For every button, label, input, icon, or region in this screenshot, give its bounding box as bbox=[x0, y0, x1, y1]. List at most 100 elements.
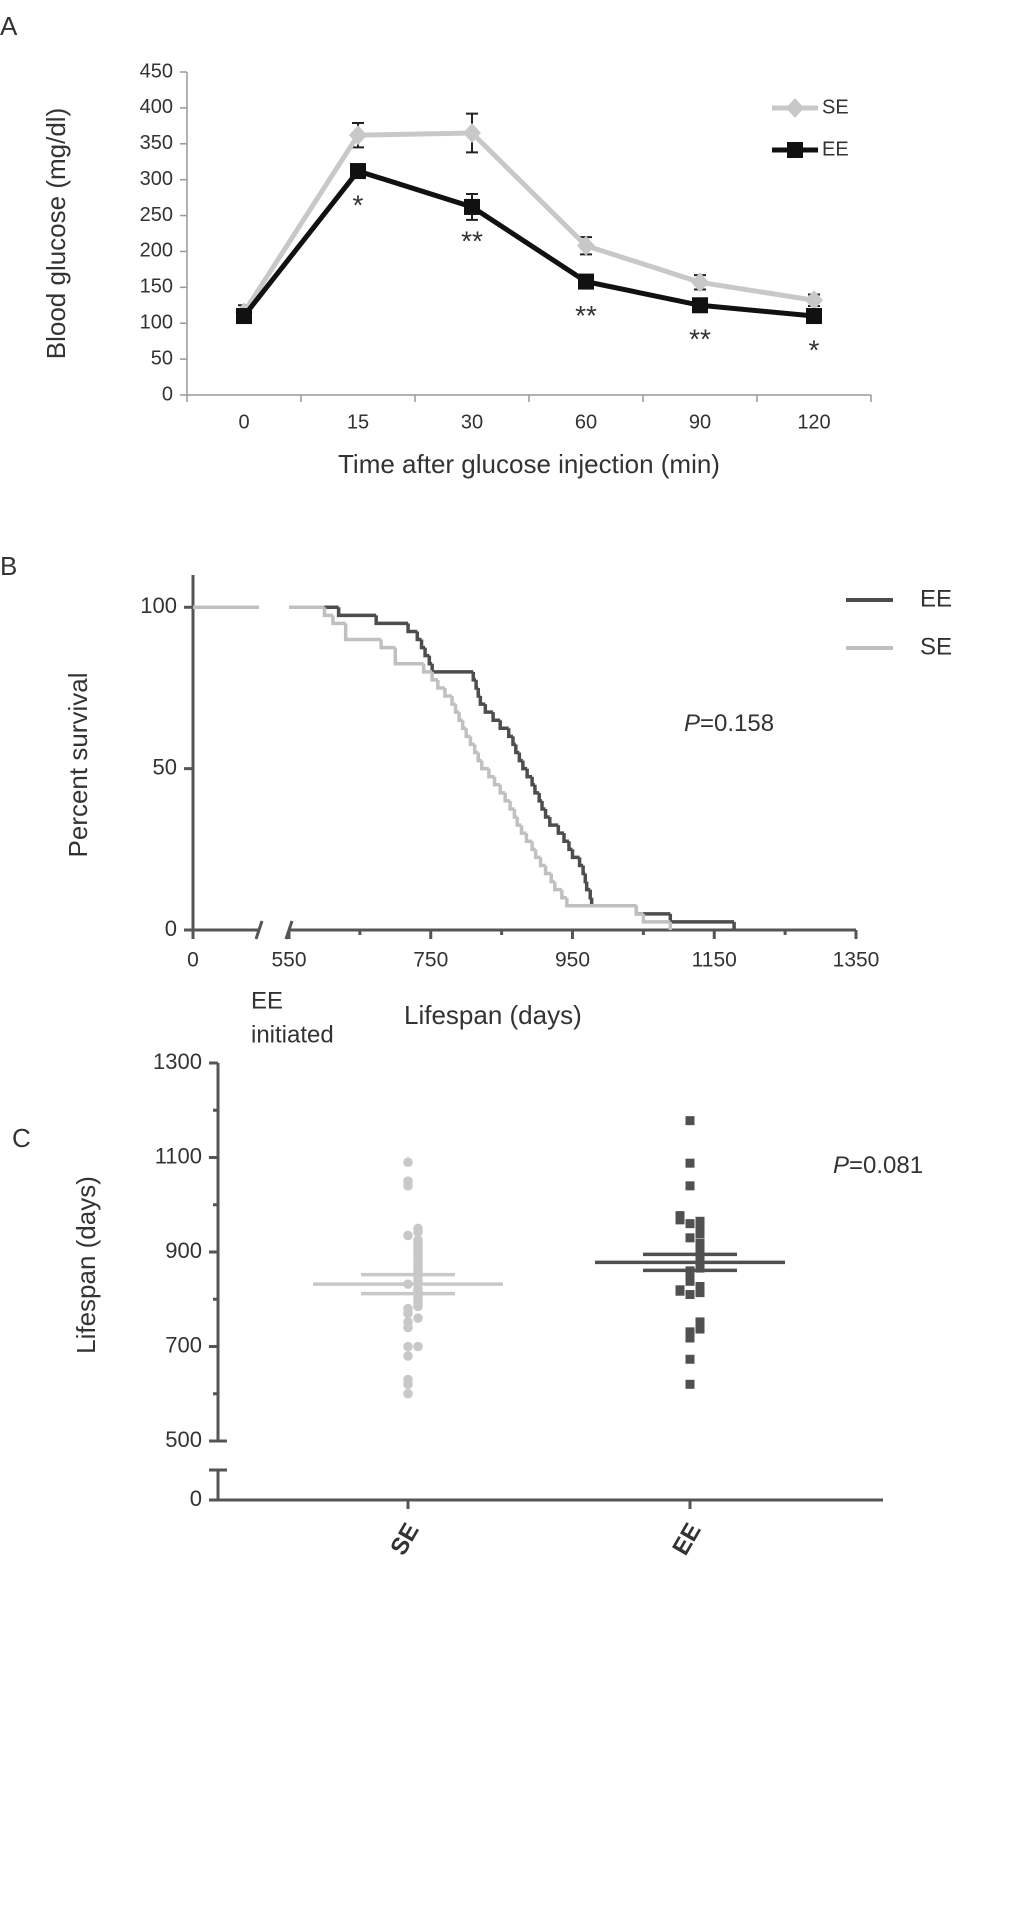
significance: ** bbox=[689, 324, 711, 355]
x-tick-label: 15 bbox=[347, 411, 369, 433]
survival-step bbox=[443, 687, 453, 698]
survival-step bbox=[471, 671, 477, 682]
survival-step bbox=[514, 744, 520, 755]
survival-step bbox=[430, 663, 474, 674]
data-point bbox=[403, 1157, 413, 1168]
y-tick-label: 200 bbox=[140, 240, 173, 262]
data-point bbox=[403, 1317, 413, 1327]
marker bbox=[805, 290, 823, 311]
y-tick-label: 1100 bbox=[155, 1143, 202, 1168]
survival-step bbox=[406, 623, 418, 634]
survival-step bbox=[560, 889, 567, 900]
survival-step bbox=[515, 817, 522, 827]
significance: * bbox=[353, 189, 364, 220]
data-point bbox=[685, 1276, 695, 1286]
data-point bbox=[685, 1181, 695, 1191]
survival-step bbox=[379, 639, 396, 650]
x-axis-label: Lifespan (days) bbox=[404, 1000, 582, 1030]
data-point bbox=[695, 1223, 705, 1233]
survival-step bbox=[634, 905, 644, 916]
data-point bbox=[685, 1379, 695, 1389]
survival-step bbox=[525, 768, 533, 779]
survival-step bbox=[519, 825, 527, 835]
marker bbox=[578, 273, 594, 290]
survival-step bbox=[476, 687, 481, 698]
survival-step bbox=[641, 913, 671, 924]
survival-step bbox=[436, 679, 445, 690]
x-axis-label: Time after glucose injection (min) bbox=[338, 449, 720, 479]
survival-step bbox=[543, 865, 552, 876]
data-point bbox=[403, 1230, 413, 1241]
data-point bbox=[695, 1216, 705, 1226]
y-tick-label: 150 bbox=[140, 276, 173, 298]
data-point bbox=[403, 1374, 413, 1385]
y-tick-label: 300 bbox=[140, 168, 173, 190]
p-value: P=0.081 bbox=[833, 1152, 923, 1179]
survival-step bbox=[336, 607, 377, 618]
survival-step bbox=[427, 655, 433, 666]
survival-step bbox=[584, 881, 591, 892]
axis-break bbox=[254, 920, 264, 940]
survival-step bbox=[474, 679, 479, 690]
survival-step bbox=[468, 736, 475, 747]
survival-step bbox=[480, 760, 489, 771]
y-tick-label: 500 bbox=[165, 1427, 202, 1452]
y-tick-label: 450 bbox=[140, 60, 173, 82]
data-point bbox=[685, 1333, 695, 1343]
survival-step bbox=[521, 760, 528, 771]
x-tick-label: 1350 bbox=[833, 949, 880, 972]
data-point bbox=[685, 1219, 695, 1229]
y-tick-label: 50 bbox=[151, 347, 173, 369]
data-point bbox=[695, 1317, 705, 1327]
data-point bbox=[413, 1341, 423, 1352]
data-point bbox=[675, 1211, 685, 1221]
survival-step bbox=[512, 808, 518, 819]
survival-step bbox=[430, 671, 438, 682]
survival-step bbox=[464, 728, 471, 739]
x-tick-label: 30 bbox=[461, 411, 483, 433]
x-tick-label: 550 bbox=[271, 949, 306, 972]
y-axis-label: Blood glucose (mg/dl) bbox=[41, 108, 71, 359]
data-point bbox=[403, 1176, 413, 1186]
significance: ** bbox=[461, 225, 483, 256]
marker bbox=[692, 297, 708, 314]
survival-step bbox=[548, 817, 559, 827]
survival-step bbox=[538, 857, 546, 868]
y-tick-label: 0 bbox=[190, 1486, 202, 1511]
survival-step bbox=[543, 808, 550, 819]
legend-label: SE bbox=[822, 96, 849, 118]
data-point bbox=[403, 1388, 413, 1399]
break-note: EE bbox=[251, 987, 283, 1014]
survival-step bbox=[533, 849, 541, 860]
survival-step bbox=[577, 857, 584, 868]
survival-step bbox=[374, 615, 409, 626]
y-tick-label: 50 bbox=[153, 754, 177, 779]
marker bbox=[463, 123, 481, 144]
survival-step bbox=[343, 623, 382, 642]
survival-step bbox=[549, 873, 555, 884]
legend-label: EE bbox=[920, 585, 952, 612]
survival-step bbox=[393, 647, 424, 666]
x-tick-label: SE bbox=[385, 1519, 424, 1560]
data-point bbox=[675, 1285, 685, 1295]
marker bbox=[349, 125, 367, 146]
panel-label: A bbox=[0, 11, 18, 41]
x-tick-label: 950 bbox=[555, 949, 590, 972]
marker bbox=[577, 235, 595, 256]
survival-step bbox=[581, 865, 586, 876]
x-tick-label: 60 bbox=[575, 411, 597, 433]
survival-step bbox=[487, 768, 495, 779]
survival-step bbox=[567, 841, 573, 852]
data-point bbox=[403, 1341, 413, 1352]
data-point bbox=[685, 1290, 695, 1300]
x-tick-label: 0 bbox=[187, 949, 199, 972]
survival-step bbox=[450, 696, 456, 706]
data-point bbox=[685, 1158, 695, 1168]
x-tick-label: 90 bbox=[689, 411, 711, 433]
survival-step bbox=[453, 704, 460, 714]
y-tick-label: 400 bbox=[140, 96, 173, 118]
survival-step bbox=[511, 736, 516, 747]
survival-step bbox=[498, 784, 506, 795]
series-line bbox=[241, 130, 815, 314]
